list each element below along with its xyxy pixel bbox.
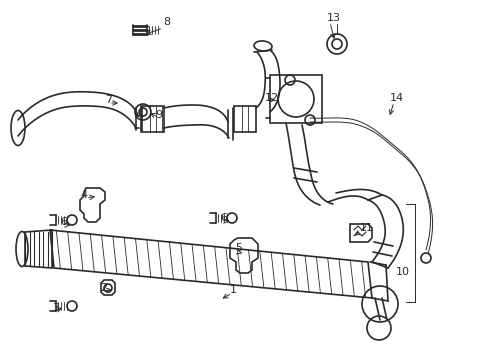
Text: 13: 13 <box>326 13 340 23</box>
Text: 6: 6 <box>220 213 226 223</box>
Text: 10: 10 <box>395 267 409 277</box>
Text: 11: 11 <box>359 223 373 233</box>
Text: 6: 6 <box>60 217 67 227</box>
Text: 3: 3 <box>52 303 59 313</box>
Bar <box>234 106 256 132</box>
Text: 5: 5 <box>235 243 242 253</box>
Bar <box>142 106 163 132</box>
Text: 9: 9 <box>155 110 162 120</box>
Text: 1: 1 <box>229 285 237 295</box>
Bar <box>269 75 321 123</box>
Text: 14: 14 <box>389 93 403 103</box>
Text: 2: 2 <box>100 283 107 293</box>
Text: 7: 7 <box>105 95 112 105</box>
Polygon shape <box>50 230 371 298</box>
Text: 8: 8 <box>163 17 170 27</box>
Text: 4: 4 <box>80 190 87 200</box>
Text: 12: 12 <box>264 93 279 103</box>
